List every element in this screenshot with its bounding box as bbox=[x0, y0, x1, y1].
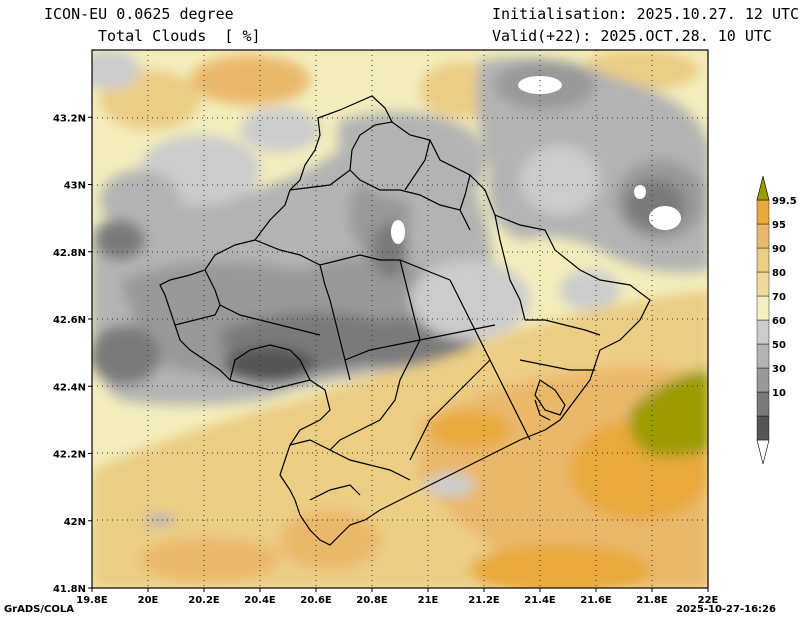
latitude-labels: 43.2N 43N 42.8N 42.6N 42.4N 42.2N 42N 41.8N bbox=[53, 113, 86, 595]
lon-label: 20.8E bbox=[356, 595, 388, 606]
colorbar-labels: 99.5 95 90 80 70 60 50 30 10 bbox=[772, 196, 797, 399]
colorbar-label: 50 bbox=[772, 340, 786, 351]
lon-label: 20E bbox=[138, 595, 159, 606]
axis-ticks bbox=[88, 116, 709, 592]
colorbar-label: 30 bbox=[772, 364, 786, 375]
lat-label: 42.8N bbox=[53, 248, 86, 259]
colorbar-segment bbox=[756, 343, 770, 369]
colorbar-label: 99.5 bbox=[772, 196, 797, 207]
lon-label: 20.2E bbox=[188, 595, 220, 606]
lat-label: 42.2N bbox=[53, 450, 86, 461]
colorbar-segment bbox=[756, 271, 770, 297]
field-title: Total Clouds [ %] bbox=[98, 27, 261, 45]
colorbar-label: 10 bbox=[772, 388, 786, 399]
footer-timestamp: 2025-10-27-16:26 bbox=[676, 604, 776, 615]
colorbar-label: 95 bbox=[772, 220, 786, 231]
colorbar-segment bbox=[756, 223, 770, 249]
colorbar-segment bbox=[756, 247, 770, 273]
cloud-field bbox=[92, 50, 708, 588]
lat-label: 41.8N bbox=[53, 584, 86, 595]
cloud-free-patch bbox=[634, 185, 646, 199]
footer-software: GrADS/COLA bbox=[4, 604, 74, 615]
colorbar-max-arrow bbox=[756, 175, 770, 201]
cloud-free-patch bbox=[649, 206, 681, 230]
lon-label: 19.8E bbox=[76, 595, 108, 606]
colorbar-segment bbox=[756, 199, 770, 225]
init-time: Initialisation: 2025.10.27. 12 UTC bbox=[492, 5, 800, 23]
colorbar-segment bbox=[756, 391, 770, 417]
colorbar-label: 60 bbox=[772, 316, 786, 327]
colorbar-segment bbox=[756, 319, 770, 345]
longitude-labels: 19.8E 20E 20.2E 20.4E 20.6E 20.8E 21E 21.2E 21.4… bbox=[76, 595, 718, 606]
lon-label: 20.4E bbox=[244, 595, 276, 606]
colorbar bbox=[756, 175, 770, 465]
colorbar-segment bbox=[756, 415, 770, 441]
cloud-free-patch bbox=[391, 220, 405, 244]
colorbar-segment bbox=[756, 295, 770, 321]
lat-label: 43.2N bbox=[53, 113, 86, 124]
lon-label: 21.4E bbox=[524, 595, 556, 606]
border-lines bbox=[159, 95, 651, 546]
lat-label: 42.4N bbox=[53, 382, 86, 393]
colorbar-min-arrow bbox=[756, 439, 770, 465]
lon-label: 21.2E bbox=[468, 595, 500, 606]
lon-label: 21E bbox=[418, 595, 439, 606]
lon-label: 21.8E bbox=[636, 595, 668, 606]
lat-label: 42.6N bbox=[53, 315, 86, 326]
colorbar-label: 90 bbox=[772, 244, 786, 255]
lon-label: 22E bbox=[698, 595, 719, 606]
lon-label: 20.6E bbox=[300, 595, 332, 606]
valid-time: Valid(+22): 2025.OCT.28. 10 UTC bbox=[492, 27, 772, 45]
colorbar-segment bbox=[756, 367, 770, 393]
outer-border bbox=[159, 95, 651, 546]
lat-label: 43N bbox=[64, 181, 86, 192]
lat-label: 42N bbox=[64, 517, 86, 528]
model-title: ICON-EU 0.0625 degree bbox=[44, 5, 234, 23]
colorbar-label: 70 bbox=[772, 292, 786, 303]
colorbar-label: 80 bbox=[772, 268, 786, 279]
lon-label: 21.6E bbox=[580, 595, 612, 606]
